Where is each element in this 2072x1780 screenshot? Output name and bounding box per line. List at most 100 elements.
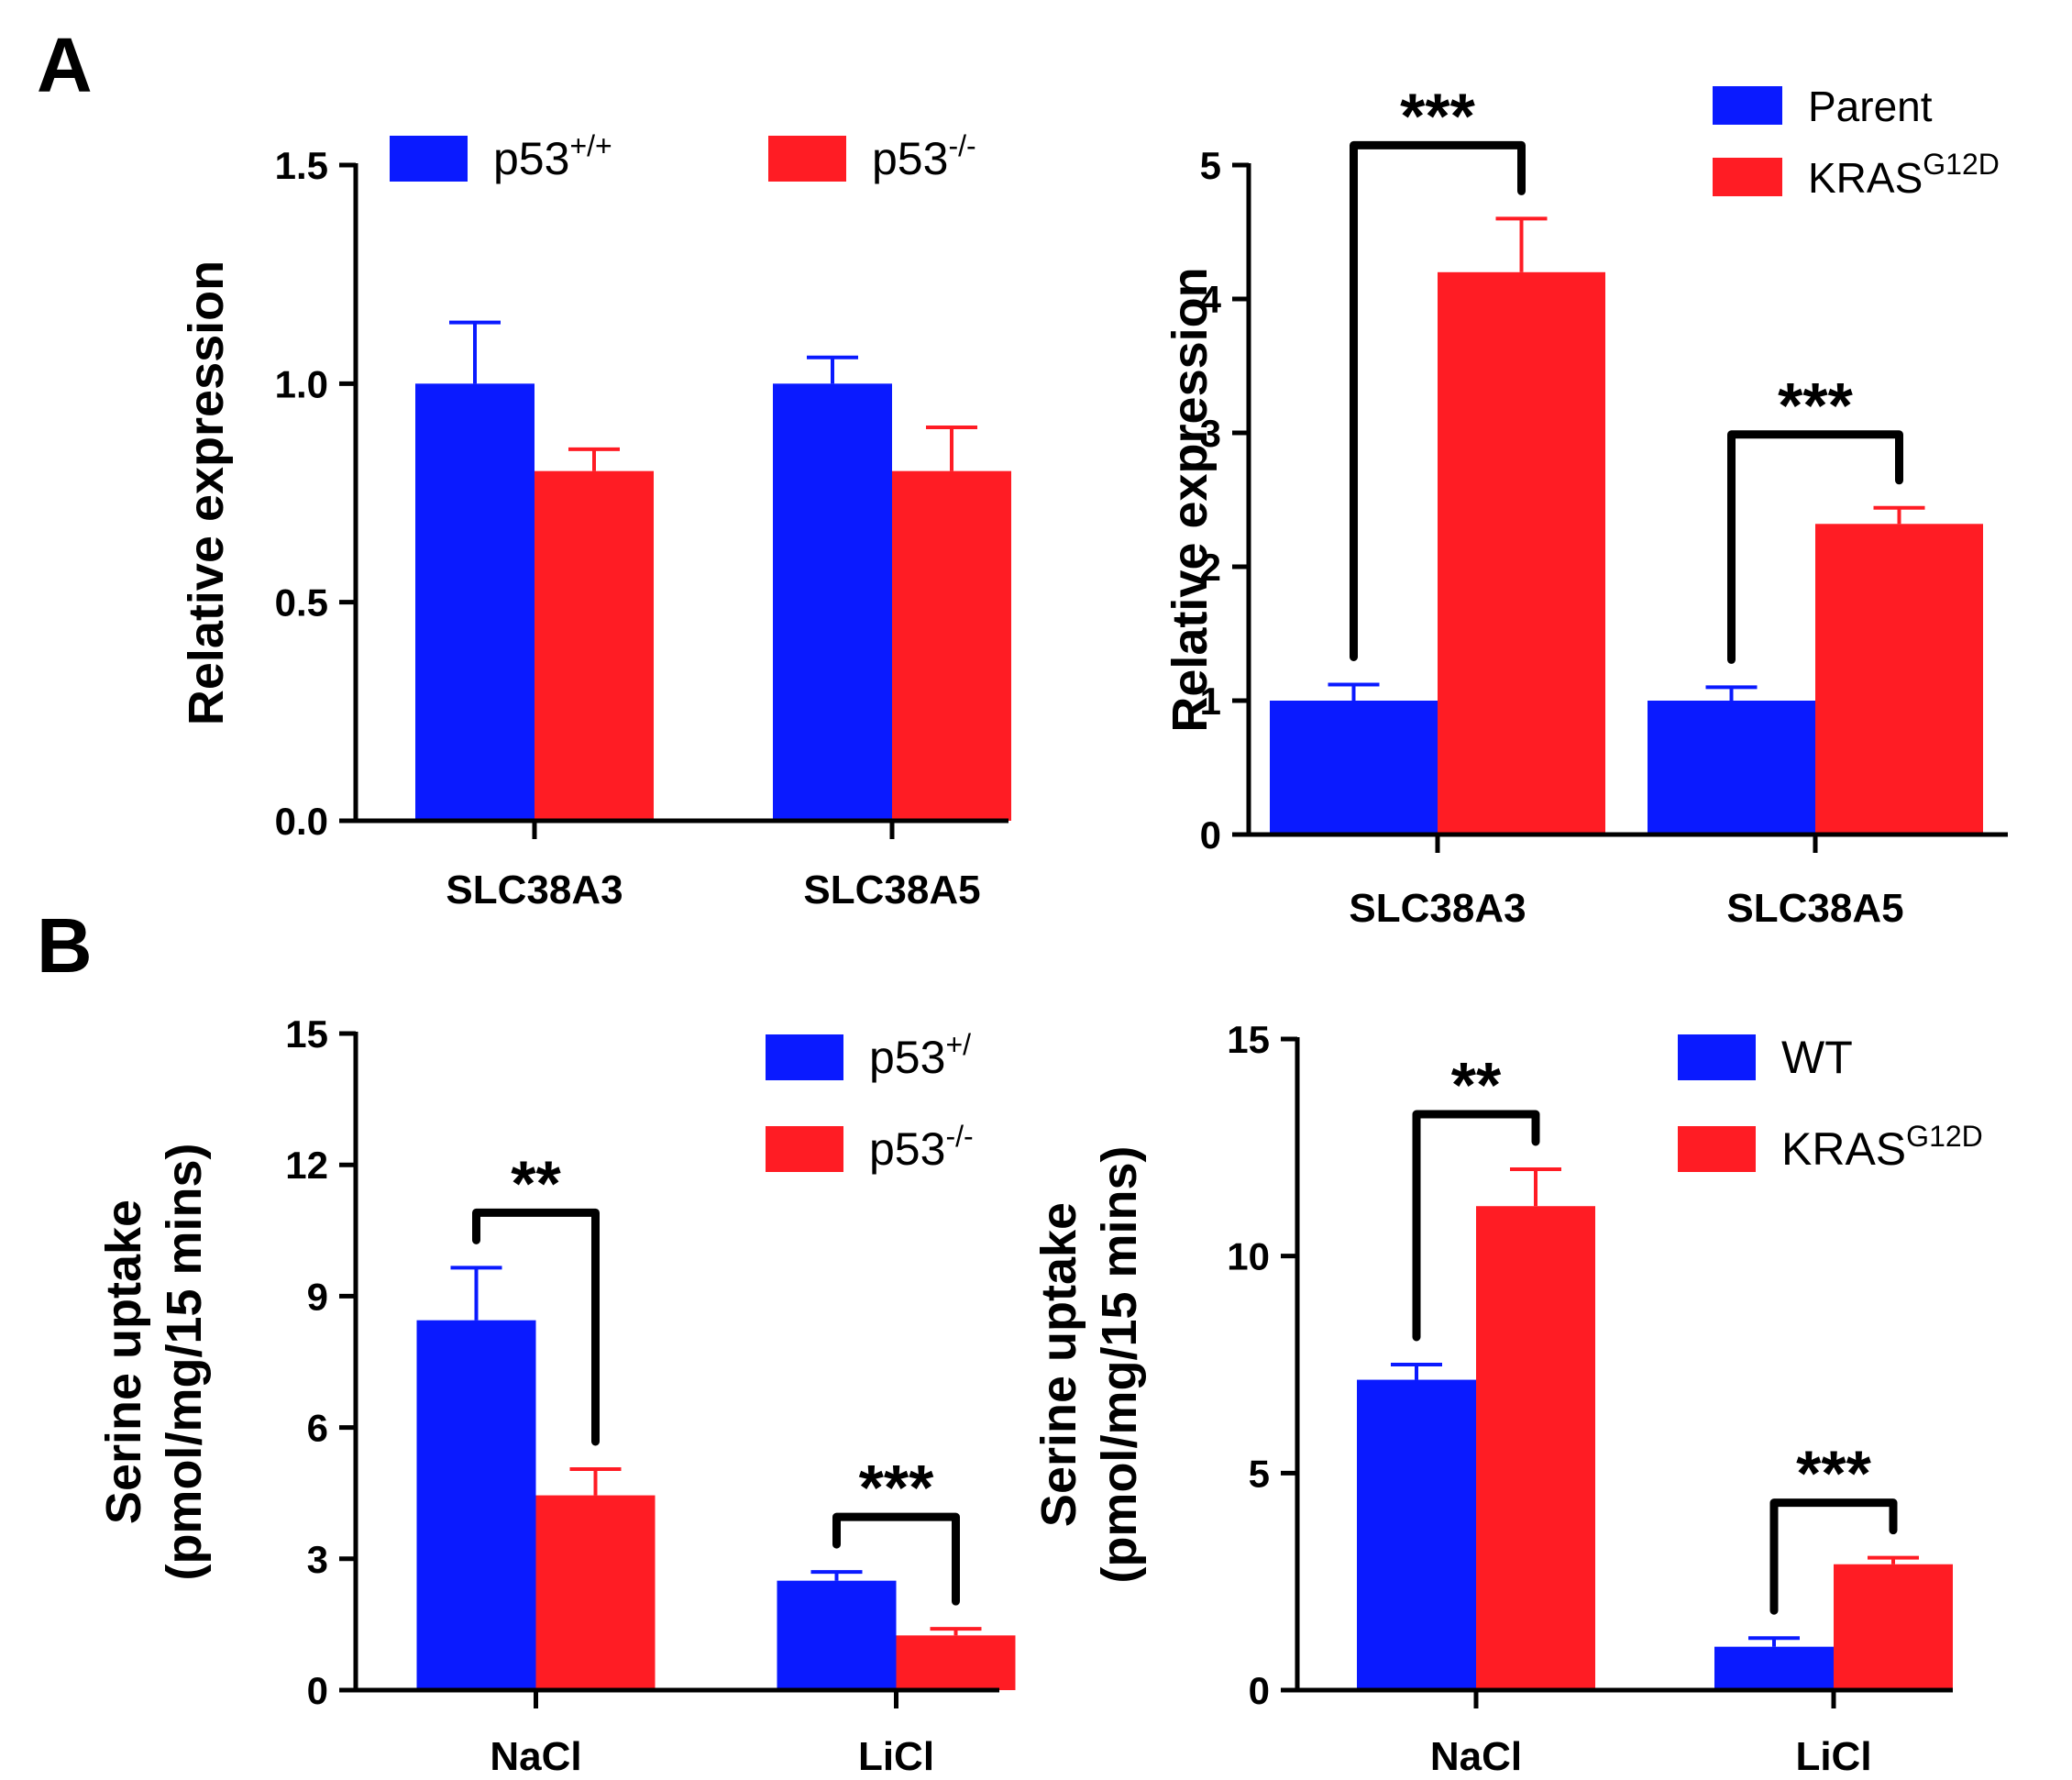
- y-tick-label: 4: [1200, 278, 1222, 321]
- legend-swatch: [766, 1034, 843, 1080]
- legend-label-main: p53: [869, 1123, 945, 1175]
- legend-swatch: [768, 136, 846, 182]
- significance-label: ***: [1400, 80, 1475, 151]
- y-tick-label: 1.5: [275, 144, 328, 187]
- y-tick-label: 5: [1200, 144, 1221, 187]
- category-label: NaCl: [490, 1734, 581, 1779]
- legend-label-sup: -/-: [948, 129, 975, 162]
- legend-label: Parent: [1808, 83, 1933, 130]
- significance-label: **: [511, 1147, 561, 1219]
- y-tick-label: 15: [1227, 1018, 1270, 1061]
- category-label: SLC38A3: [446, 868, 623, 912]
- y-axis-label: Serine uptake (pmol/mg/15 mins): [1031, 1145, 1147, 1583]
- panel-letter-a: A: [37, 22, 93, 108]
- y-tick-label: 1.0: [275, 362, 328, 405]
- y-tick-label: 12: [285, 1144, 328, 1187]
- legend-swatch: [766, 1126, 843, 1172]
- y-tick-label: 0.5: [275, 581, 328, 625]
- legend-label: p53+/: [869, 1028, 971, 1083]
- legend-label-main: KRAS: [1808, 154, 1923, 202]
- category-label: LiCl: [1795, 1734, 1871, 1779]
- y-tick-label: 0: [307, 1669, 328, 1712]
- y-tick-label: 5: [1249, 1452, 1270, 1495]
- legend-label: p53-/-: [872, 129, 976, 184]
- bar: [1815, 524, 1983, 835]
- legend-label: WT: [1781, 1032, 1853, 1083]
- legend-label-main: p53: [869, 1032, 945, 1083]
- y-tick-label: 3: [307, 1538, 328, 1581]
- legend-swatch: [1678, 1034, 1756, 1080]
- legend-label-main: KRAS: [1781, 1123, 1906, 1175]
- bar: [777, 1580, 897, 1690]
- y-axis-label-line: (pmol/mg/15 mins): [157, 1143, 212, 1580]
- legend-label-sup: -/-: [945, 1120, 973, 1153]
- y-axis-label-line: Relative expression: [179, 260, 234, 725]
- y-axis-label: Serine uptake (pmol/mg/15 mins): [96, 1143, 212, 1580]
- category-label: NaCl: [1430, 1734, 1522, 1779]
- legend-label-main: WT: [1781, 1032, 1853, 1083]
- y-axis-label-line: (pmol/mg/15 mins): [1092, 1145, 1147, 1583]
- category-label: SLC38A5: [1726, 886, 1903, 931]
- panel-letter-b: B: [37, 902, 93, 989]
- significance-bracket: [1727, 430, 1903, 664]
- legend-swatch: [1713, 158, 1782, 196]
- bar: [1476, 1206, 1595, 1690]
- bar: [896, 1635, 1016, 1690]
- bar: [1270, 701, 1438, 835]
- significance-bracket: [472, 1208, 600, 1446]
- bar: [1648, 701, 1815, 835]
- y-tick-label: 0.0: [275, 800, 328, 843]
- significance-bracket: [832, 1512, 960, 1606]
- legend-label: p53+/+: [493, 129, 612, 184]
- chart-b-kras-serine-uptake: 0 5 10 15 NaCl LiCl Serine uptake (pmol/mg/15 m…: [1031, 1018, 1983, 1779]
- chart-b-p53-serine-uptake: 0 3 6 9 12 15 NaCl LiCl Serine uptake (pmol/mg/15…: [96, 1012, 1016, 1779]
- y-tick-label: 2: [1200, 546, 1221, 589]
- legend-label-sup: +/+: [569, 129, 612, 162]
- y-axis-label: Relative expression: [1163, 267, 1218, 732]
- significance-bracket: [1350, 140, 1526, 661]
- bar: [1438, 271, 1605, 835]
- y-tick-label: 0: [1249, 1669, 1270, 1712]
- legend-label-sup: G12D: [1906, 1120, 1983, 1153]
- y-tick-label: 0: [1200, 813, 1221, 857]
- y-axis-label-line: Serine uptake: [1031, 1202, 1086, 1527]
- bar: [535, 1495, 656, 1690]
- legend-label-sup: G12D: [1923, 148, 2000, 181]
- y-tick-label: 3: [1200, 412, 1221, 455]
- category-label: LiCl: [858, 1734, 934, 1779]
- legend-label-main: Parent: [1808, 83, 1933, 130]
- chart-a-kras-expression: 0 1 2 3 4 5 SLC38A3 SLC38A5 Relative expression P…: [1163, 80, 2008, 931]
- bar: [1834, 1564, 1953, 1690]
- y-tick-label: 1: [1200, 680, 1221, 723]
- legend-swatch: [1713, 86, 1782, 125]
- y-tick-label: 9: [307, 1275, 328, 1318]
- bar: [1357, 1379, 1476, 1690]
- legend-swatch: [390, 136, 468, 182]
- y-axis-label-line: Serine uptake: [96, 1200, 151, 1524]
- significance-label: ***: [859, 1452, 934, 1523]
- legend-label-main: p53: [493, 133, 569, 184]
- chart-a-p53-expression: 0.0 0.5 1.0 1.5 SLC38A3 SLC38A5 Relative expre…: [179, 129, 1011, 912]
- y-tick-label: 6: [307, 1407, 328, 1450]
- legend-label: p53-/-: [869, 1120, 974, 1175]
- y-axis-label: Relative expression: [179, 260, 234, 725]
- legend-label: KRASG12D: [1808, 148, 2000, 202]
- legend-label: KRASG12D: [1781, 1120, 1983, 1175]
- bar: [535, 470, 654, 821]
- bar: [773, 383, 892, 821]
- bar: [1714, 1646, 1834, 1690]
- bar: [892, 470, 1011, 821]
- significance-label: ***: [1778, 370, 1853, 441]
- legend-swatch: [1678, 1126, 1756, 1172]
- significance-label: **: [1451, 1049, 1502, 1121]
- legend-label-sup: +/: [945, 1028, 971, 1061]
- bar: [415, 383, 535, 821]
- y-tick-label: 15: [285, 1012, 328, 1056]
- category-label: SLC38A5: [803, 868, 980, 912]
- significance-bracket: [1412, 1110, 1540, 1342]
- significance-label: ***: [1796, 1438, 1871, 1509]
- y-axis-label-line: Relative expression: [1163, 267, 1218, 732]
- significance-bracket: [1769, 1498, 1898, 1615]
- y-tick-label: 10: [1227, 1235, 1270, 1278]
